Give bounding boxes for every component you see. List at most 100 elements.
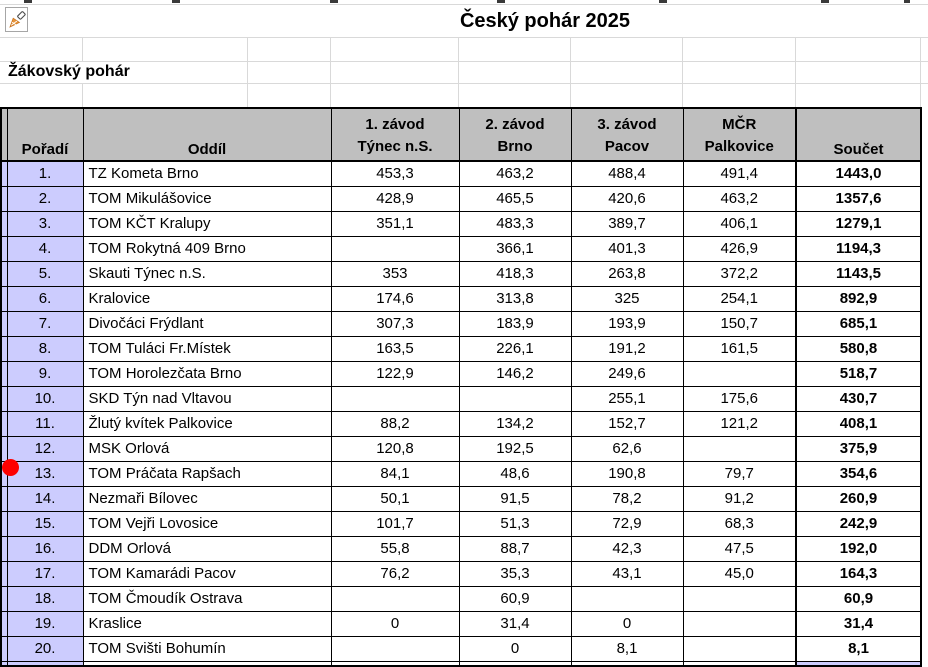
race1-score-cell[interactable] xyxy=(330,236,460,262)
race1-score-cell[interactable]: 351,1 xyxy=(330,211,460,237)
race3-score-cell[interactable]: 78,2 xyxy=(570,486,684,512)
header-race3[interactable]: 3. závod Pacov xyxy=(570,107,684,162)
rank-cell[interactable]: 15. xyxy=(6,511,84,537)
header-race1[interactable]: 1. závod Týnec n.S. xyxy=(330,107,460,162)
race3-score-cell[interactable]: 62,6 xyxy=(570,436,684,462)
club-cell[interactable]: TOM Rokytná 409 Brno xyxy=(82,236,332,262)
rank-cell[interactable]: 6. xyxy=(6,286,84,312)
rank-cell[interactable]: 14. xyxy=(6,486,84,512)
rank-cell[interactable]: 20. xyxy=(6,636,84,662)
mcr-score-cell[interactable]: 121,2 xyxy=(682,411,797,437)
race2-score-cell[interactable]: 465,5 xyxy=(458,186,572,212)
mcr-score-cell[interactable] xyxy=(682,436,797,462)
race1-score-cell[interactable]: 163,5 xyxy=(330,336,460,362)
race2-score-cell[interactable]: 91,5 xyxy=(458,486,572,512)
mcr-score-cell[interactable]: 254,1 xyxy=(682,286,797,312)
rank-cell[interactable]: 3. xyxy=(6,211,84,237)
total-cell[interactable]: 8,1 xyxy=(795,636,922,662)
race2-score-cell[interactable]: 483,3 xyxy=(458,211,572,237)
club-cell[interactable]: Skauti Týnec n.S. xyxy=(82,261,332,287)
race2-score-cell[interactable]: 35,3 xyxy=(458,561,572,587)
mcr-score-cell[interactable]: 372,2 xyxy=(682,261,797,287)
mcr-score-cell[interactable] xyxy=(682,611,797,637)
total-cell[interactable]: 242,9 xyxy=(795,511,922,537)
club-cell[interactable]: DDM Orlová xyxy=(82,536,332,562)
race2-score-cell[interactable]: 51,3 xyxy=(458,511,572,537)
race3-score-cell[interactable]: 255,1 xyxy=(570,386,684,412)
race3-score-cell[interactable]: 488,4 xyxy=(570,160,684,187)
club-cell[interactable]: Kraslice xyxy=(82,611,332,637)
race1-score-cell[interactable]: 101,7 xyxy=(330,511,460,537)
race1-score-cell[interactable] xyxy=(330,386,460,412)
mcr-score-cell[interactable] xyxy=(682,636,797,662)
club-cell[interactable]: Nezmaři Bílovec xyxy=(82,486,332,512)
total-cell[interactable]: 892,9 xyxy=(795,286,922,312)
club-cell[interactable]: TOM Práčata Rapšach xyxy=(82,461,332,487)
race2-score-cell[interactable]: 88,7 xyxy=(458,536,572,562)
total-cell[interactable]: 518,7 xyxy=(795,361,922,387)
club-cell[interactable]: Žlutý kvítek Palkovice xyxy=(82,411,332,437)
mcr-score-cell[interactable]: 491,4 xyxy=(682,160,797,187)
mcr-score-cell[interactable]: 45,0 xyxy=(682,561,797,587)
rank-cell[interactable]: 17. xyxy=(6,561,84,587)
race1-score-cell[interactable]: 307,3 xyxy=(330,311,460,337)
club-cell[interactable]: MSK Orlová xyxy=(82,436,332,462)
race2-score-cell[interactable]: 146,2 xyxy=(458,361,572,387)
race3-score-cell[interactable]: 401,3 xyxy=(570,236,684,262)
race1-score-cell[interactable]: 353 xyxy=(330,261,460,287)
rank-cell[interactable]: 16. xyxy=(6,536,84,562)
club-cell[interactable]: TOM Čmoudík Ostrava xyxy=(82,586,332,612)
race3-score-cell[interactable]: 43,1 xyxy=(570,561,684,587)
rank-cell[interactable]: 2. xyxy=(6,186,84,212)
total-cell[interactable]: 164,3 xyxy=(795,561,922,587)
rank-cell[interactable]: 5. xyxy=(6,261,84,287)
race3-score-cell[interactable]: 191,2 xyxy=(570,336,684,362)
rank-cell[interactable]: 13. xyxy=(6,461,84,487)
header-mcr[interactable]: MČR Palkovice xyxy=(682,107,797,162)
mcr-score-cell[interactable]: 426,9 xyxy=(682,236,797,262)
total-cell[interactable]: 375,9 xyxy=(795,436,922,462)
header-total[interactable]: Součet xyxy=(795,107,922,162)
race1-score-cell[interactable]: 55,8 xyxy=(330,536,460,562)
rank-cell[interactable]: 1. xyxy=(6,160,84,187)
club-cell[interactable]: Kralovice xyxy=(82,286,332,312)
mcr-score-cell[interactable]: 463,2 xyxy=(682,186,797,212)
race2-score-cell[interactable]: 60,9 xyxy=(458,586,572,612)
total-cell[interactable]: 685,1 xyxy=(795,311,922,337)
race1-score-cell[interactable]: 50,1 xyxy=(330,486,460,512)
mcr-score-cell[interactable]: 161,5 xyxy=(682,336,797,362)
race1-score-cell[interactable]: 0 xyxy=(330,611,460,637)
club-cell[interactable]: Divočáci Frýdlant xyxy=(82,311,332,337)
race3-score-cell[interactable]: 42,3 xyxy=(570,536,684,562)
mcr-score-cell[interactable]: 175,6 xyxy=(682,386,797,412)
race2-score-cell[interactable]: 463,2 xyxy=(458,160,572,187)
total-cell[interactable]: 1194,3 xyxy=(795,236,922,262)
race3-score-cell[interactable]: 0 xyxy=(570,611,684,637)
club-cell[interactable]: TOM KČT Kralupy xyxy=(82,211,332,237)
race2-score-cell[interactable] xyxy=(458,386,572,412)
header-club[interactable]: Oddíl xyxy=(82,107,332,162)
total-cell[interactable]: 354,6 xyxy=(795,461,922,487)
total-cell[interactable]: 192,0 xyxy=(795,536,922,562)
race2-score-cell[interactable]: 48,6 xyxy=(458,461,572,487)
club-cell[interactable]: TOM Vejři Lovosice xyxy=(82,511,332,537)
race2-score-cell[interactable]: 313,8 xyxy=(458,286,572,312)
total-cell[interactable]: 1357,6 xyxy=(795,186,922,212)
total-cell[interactable]: 60,9 xyxy=(795,586,922,612)
rank-cell[interactable]: 12. xyxy=(6,436,84,462)
rank-cell[interactable]: 11. xyxy=(6,411,84,437)
race3-score-cell[interactable]: 249,6 xyxy=(570,361,684,387)
race1-score-cell[interactable]: 120,8 xyxy=(330,436,460,462)
race1-score-cell[interactable]: 428,9 xyxy=(330,186,460,212)
rank-cell[interactable]: 10. xyxy=(6,386,84,412)
mcr-score-cell[interactable] xyxy=(682,361,797,387)
race3-score-cell[interactable]: 389,7 xyxy=(570,211,684,237)
race3-score-cell[interactable]: 152,7 xyxy=(570,411,684,437)
race2-score-cell[interactable]: 418,3 xyxy=(458,261,572,287)
race3-score-cell[interactable]: 72,9 xyxy=(570,511,684,537)
rank-cell[interactable]: 8. xyxy=(6,336,84,362)
race3-score-cell[interactable]: 190,8 xyxy=(570,461,684,487)
total-cell[interactable]: 1143,5 xyxy=(795,261,922,287)
rank-cell[interactable]: 9. xyxy=(6,361,84,387)
mcr-score-cell[interactable]: 47,5 xyxy=(682,536,797,562)
